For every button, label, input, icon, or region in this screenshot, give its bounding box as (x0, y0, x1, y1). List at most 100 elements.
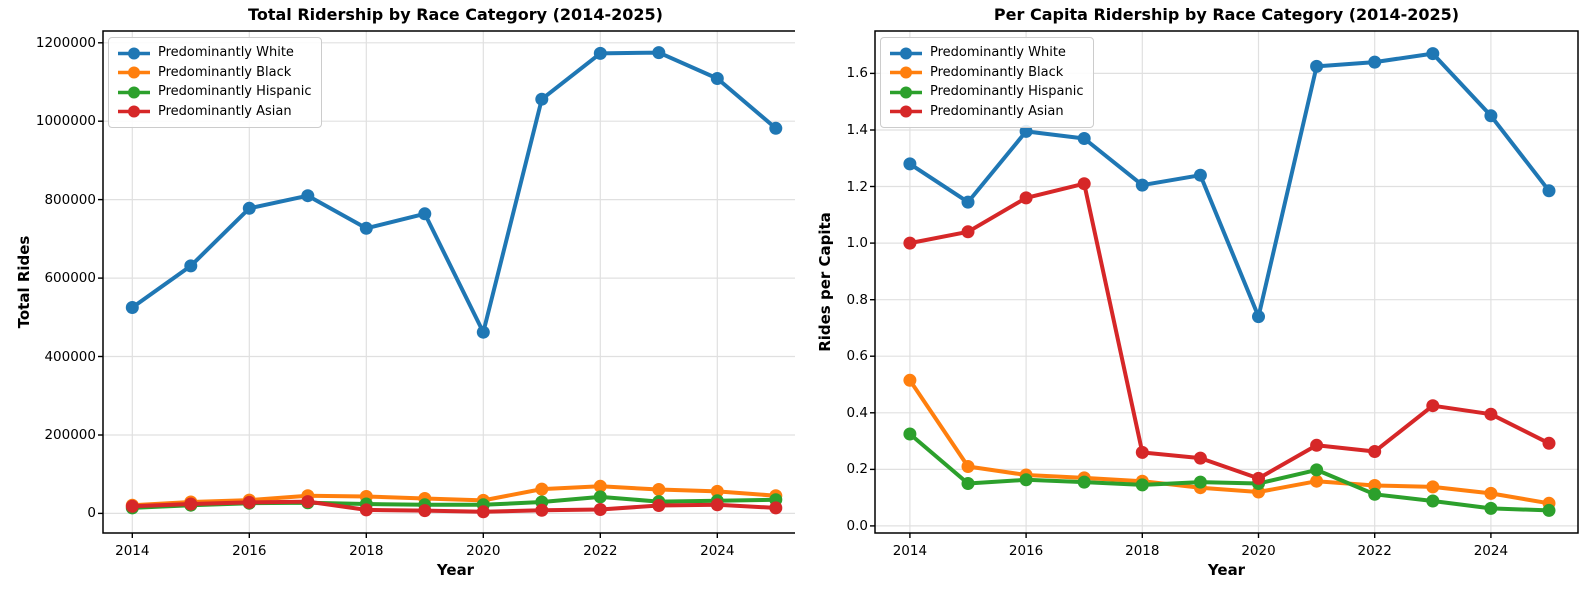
legend-label: Predominantly Asian (930, 103, 1064, 119)
legend-item: Predominantly Black (889, 64, 1084, 83)
total-ridership-chart: Total Ridership by Race Category (2014-2… (15, 5, 795, 579)
data-point (476, 325, 490, 339)
y-tick-label: 1200000 (35, 34, 96, 51)
legend-line-marker (118, 47, 150, 60)
series-line-2 (907, 432, 1551, 513)
x-tick-label: 2024 (700, 543, 735, 559)
data-point (652, 46, 666, 60)
legend-line-marker (890, 86, 922, 99)
data-point (359, 503, 373, 517)
legend-label: Predominantly Hispanic (930, 84, 1084, 100)
legend-line-marker (890, 105, 922, 118)
legend-label: Predominantly Asian (158, 103, 292, 119)
data-point (1135, 178, 1149, 192)
y-tick-label: 600000 (44, 270, 96, 287)
data-point (1310, 59, 1324, 73)
series-line-0 (907, 51, 1551, 319)
legend-item: Predominantly Hispanic (117, 83, 312, 102)
chart-title: Per Capita Ridership by Race Category (2… (993, 5, 1460, 24)
data-point (769, 121, 783, 135)
data-point (903, 157, 917, 171)
data-point (710, 72, 724, 85)
data-point (1484, 109, 1498, 123)
data-point (1368, 445, 1382, 458)
data-point (418, 207, 432, 221)
legend-line-marker (890, 47, 922, 60)
x-tick-label: 2014 (115, 543, 150, 559)
data-point (903, 427, 917, 441)
legend-label: Predominantly Hispanic (158, 84, 312, 100)
data-point (769, 501, 783, 515)
data-point (1542, 436, 1556, 450)
data-point (961, 225, 975, 239)
data-point (1019, 124, 1033, 138)
data-point (418, 504, 432, 518)
legend-line-marker (118, 86, 150, 99)
data-point (476, 505, 490, 519)
data-point (1426, 480, 1440, 494)
legend-label: Predominantly Black (930, 64, 1064, 80)
legend-item: Predominantly White (889, 44, 1084, 63)
x-tick-label: 2018 (1125, 543, 1160, 559)
data-point (1135, 445, 1149, 459)
data-point (903, 236, 917, 250)
series-line-3 (130, 499, 778, 514)
legend-label: Predominantly Black (158, 64, 292, 80)
data-point (1484, 407, 1498, 421)
data-point (593, 503, 607, 516)
legend-item: Predominantly White (117, 44, 312, 63)
legend: Predominantly White Predominantly Black Pr… (880, 37, 1094, 128)
series-line-1 (907, 378, 1551, 506)
data-point (535, 503, 549, 517)
data-point (1368, 55, 1382, 69)
x-tick-label: 2020 (466, 543, 501, 559)
legend-line-marker (118, 66, 150, 79)
data-point (1426, 399, 1440, 413)
y-tick-label: 1000000 (35, 113, 96, 130)
x-axis-label: Year (1207, 561, 1246, 579)
legend-line-marker (890, 66, 922, 79)
legend-label: Predominantly White (930, 45, 1066, 61)
series-line-0 (130, 50, 778, 335)
data-point (961, 195, 975, 209)
plot-area (870, 30, 1579, 538)
data-point (184, 497, 198, 511)
data-point (1193, 475, 1207, 489)
y-tick-label: 0.4 (846, 404, 868, 421)
data-point (1484, 501, 1498, 515)
data-point (1077, 177, 1091, 191)
x-tick-label: 2020 (1241, 543, 1276, 559)
data-point (1368, 487, 1382, 501)
legend-item: Predominantly Black (117, 64, 312, 83)
data-point (184, 259, 198, 273)
legend-label: Predominantly White (158, 45, 294, 61)
data-point (961, 460, 975, 473)
data-point (961, 477, 975, 490)
y-tick-label: 800000 (44, 191, 96, 208)
plot-border (874, 30, 1579, 534)
y-tick-label: 1.4 (846, 122, 868, 138)
data-point (1077, 475, 1091, 489)
data-point (1542, 184, 1556, 198)
y-tick-label: 0 (87, 505, 96, 522)
y-tick-label: 0.2 (846, 461, 868, 478)
y-tick-label: 1.2 (846, 178, 868, 195)
data-point (359, 221, 373, 235)
plot-border (102, 30, 795, 534)
data-point (301, 495, 315, 509)
data-point (1193, 451, 1207, 465)
data-point (1252, 310, 1265, 324)
x-tick-label: 2016 (1008, 543, 1044, 559)
per-capita-ridership-chart: Per Capita Ridership by Race Category (2… (795, 0, 1590, 590)
x-tick-label: 2014 (892, 543, 928, 559)
data-point (242, 201, 256, 215)
legend-item: Predominantly Asian (117, 103, 312, 122)
data-point (301, 189, 315, 203)
series-line-1 (130, 484, 778, 508)
data-point (593, 490, 607, 504)
data-point (593, 46, 607, 60)
data-point (1310, 463, 1324, 477)
legend-line-marker (118, 105, 150, 118)
data-point (535, 92, 549, 106)
